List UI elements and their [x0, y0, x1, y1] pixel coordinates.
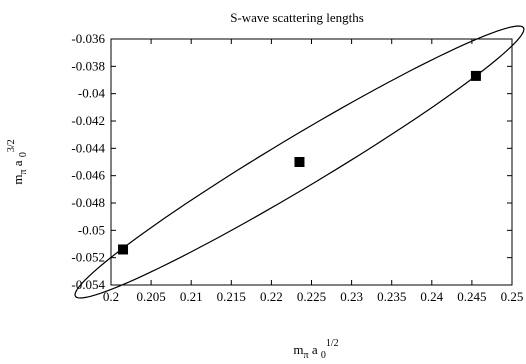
y-axis: -0.036 -0.038 -0.04 -0.042 -0.044 -0.046 -0.04… [71, 31, 512, 292]
x-axis-label: mπ a 01/2 [293, 338, 338, 361]
x-axis: 0.2 0.205 0.21 0.215 0.22 0.225 0.23 0.235 0.24 0… [103, 39, 524, 304]
y-tick-label: -0.04 [78, 86, 106, 101]
x-tick-label: 0.23 [340, 289, 363, 304]
y-axis-label: mπ a 03/2 [6, 139, 29, 184]
data-points [118, 70, 481, 255]
y-tick-label: -0.052 [71, 250, 105, 265]
x-tick-label: 0.2 [103, 289, 119, 304]
x-tick-label: 0.245 [457, 289, 486, 304]
y-tick-label: -0.036 [71, 31, 105, 46]
y-tick-label: -0.046 [71, 168, 105, 183]
y-tick-label: -0.044 [71, 140, 105, 155]
x-tick-label: 0.24 [420, 289, 443, 304]
y-tick-label: -0.048 [71, 195, 105, 210]
x-tick-label: 0.21 [180, 289, 203, 304]
data-point [470, 70, 481, 81]
x-tick-label: 0.25 [501, 289, 524, 304]
chart-title: S-wave scattering lengths [230, 10, 364, 25]
x-tick-label: 0.225 [297, 289, 326, 304]
x-tick-label: 0.205 [136, 289, 165, 304]
y-tick-label: -0.038 [71, 58, 105, 73]
x-tick-label: 0.235 [377, 289, 406, 304]
x-tick-label: 0.215 [217, 289, 246, 304]
plot-frame [110, 38, 513, 286]
data-point [294, 157, 305, 167]
y-tick-label: -0.054 [71, 277, 105, 292]
x-tick-label: 0.22 [260, 289, 283, 304]
data-point [118, 244, 129, 255]
y-tick-label: -0.05 [78, 222, 105, 237]
y-tick-label: -0.042 [71, 113, 105, 128]
